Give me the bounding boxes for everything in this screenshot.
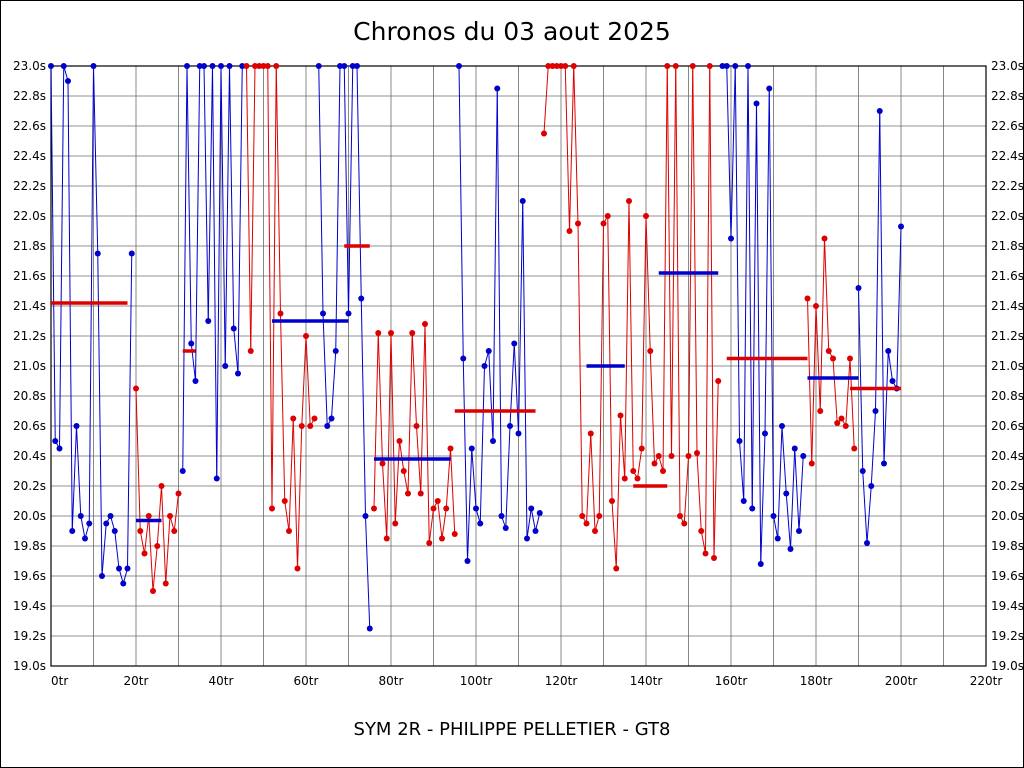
- svg-text:21.4s: 21.4s: [991, 299, 1024, 313]
- svg-text:19.4s: 19.4s: [13, 599, 46, 613]
- svg-text:20.4s: 20.4s: [991, 449, 1024, 463]
- svg-text:21.4s: 21.4s: [13, 299, 46, 313]
- svg-text:100tr: 100tr: [460, 674, 493, 688]
- svg-text:19.6s: 19.6s: [13, 569, 46, 583]
- svg-text:60tr: 60tr: [294, 674, 319, 688]
- svg-text:19.8s: 19.8s: [13, 539, 46, 553]
- chart-title: Chronos du 03 aout 2025: [353, 17, 671, 46]
- svg-text:19.0s: 19.0s: [13, 659, 46, 673]
- svg-text:180tr: 180tr: [800, 674, 833, 688]
- svg-text:21.8s: 21.8s: [13, 239, 46, 253]
- svg-text:20.6s: 20.6s: [13, 419, 46, 433]
- svg-text:21.6s: 21.6s: [13, 269, 46, 283]
- svg-text:20.2s: 20.2s: [991, 479, 1024, 493]
- svg-text:0tr: 0tr: [51, 674, 68, 688]
- svg-text:21.2s: 21.2s: [991, 329, 1024, 343]
- grid: [50, 65, 987, 667]
- svg-text:21.8s: 21.8s: [991, 239, 1024, 253]
- svg-text:160tr: 160tr: [715, 674, 748, 688]
- lap-lines: [50, 65, 902, 629]
- svg-text:19.6s: 19.6s: [991, 569, 1024, 583]
- svg-text:20.8s: 20.8s: [13, 389, 46, 403]
- svg-text:40tr: 40tr: [209, 674, 234, 688]
- svg-text:22.4s: 22.4s: [13, 149, 46, 163]
- svg-text:21.6s: 21.6s: [991, 269, 1024, 283]
- svg-text:20.2s: 20.2s: [13, 479, 46, 493]
- svg-text:22.8s: 22.8s: [13, 89, 46, 103]
- svg-text:22.2s: 22.2s: [991, 179, 1024, 193]
- svg-text:22.2s: 22.2s: [13, 179, 46, 193]
- svg-text:20.8s: 20.8s: [991, 389, 1024, 403]
- svg-text:21.2s: 21.2s: [13, 329, 46, 343]
- svg-text:220tr: 220tr: [970, 674, 1003, 688]
- stint-average-bars: [51, 244, 901, 523]
- svg-text:20.6s: 20.6s: [991, 419, 1024, 433]
- svg-text:23.0s: 23.0s: [991, 59, 1024, 73]
- svg-text:21.0s: 21.0s: [13, 359, 46, 373]
- svg-text:200tr: 200tr: [885, 674, 918, 688]
- svg-text:22.4s: 22.4s: [991, 149, 1024, 163]
- svg-text:140tr: 140tr: [630, 674, 663, 688]
- svg-text:19.2s: 19.2s: [991, 629, 1024, 643]
- svg-text:22.6s: 22.6s: [13, 119, 46, 133]
- svg-text:20tr: 20tr: [124, 674, 149, 688]
- svg-text:22.0s: 22.0s: [991, 209, 1024, 223]
- svg-text:19.8s: 19.8s: [991, 539, 1024, 553]
- svg-text:21.0s: 21.0s: [991, 359, 1024, 373]
- svg-text:19.4s: 19.4s: [991, 599, 1024, 613]
- svg-text:120tr: 120tr: [545, 674, 578, 688]
- plot-border: [50, 65, 987, 667]
- svg-text:23.0s: 23.0s: [13, 59, 46, 73]
- svg-text:80tr: 80tr: [379, 674, 404, 688]
- lap-points: [48, 63, 904, 632]
- svg-text:22.8s: 22.8s: [991, 89, 1024, 103]
- svg-text:20.0s: 20.0s: [991, 509, 1024, 523]
- svg-text:22.6s: 22.6s: [991, 119, 1024, 133]
- chart-subtitle: SYM 2R - PHILIPPE PELLETIER - GT8: [353, 719, 671, 740]
- svg-text:22.0s: 22.0s: [13, 209, 46, 223]
- svg-text:20.0s: 20.0s: [13, 509, 46, 523]
- svg-text:20.4s: 20.4s: [13, 449, 46, 463]
- x-axis-labels: 0tr 20tr 40tr 60tr 80tr 100tr 120tr 140tr 160tr 1…: [51, 674, 1002, 688]
- svg-text:19.0s: 19.0s: [991, 659, 1024, 673]
- y-axis-labels: 23.0s 23.0s 22.8s 22.8s 22.6s 22.6s 22.4s 22.4s…: [13, 59, 1024, 673]
- svg-text:19.2s: 19.2s: [13, 629, 46, 643]
